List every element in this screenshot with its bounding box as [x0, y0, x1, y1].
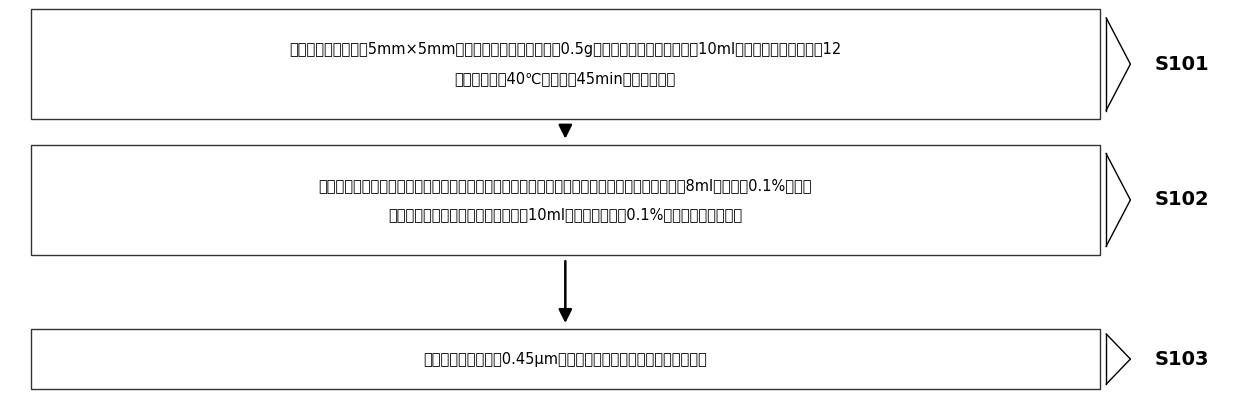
Text: 烷）超声波震荡溶解，转移溶解液至10ml容量瓶，甲醇（0.1%二氯甲烷）溶液定容: 烷）超声波震荡溶解，转移溶解液至10ml容量瓶，甲醇（0.1%二氯甲烷）溶液定容: [388, 207, 743, 222]
Text: S101: S101: [1154, 55, 1209, 74]
Bar: [31, 9, 1100, 120]
Text: 小时左右），40℃微波消解45min，冷却至室温: 小时左右），40℃微波消解45min，冷却至室温: [455, 71, 676, 86]
Bar: [31, 329, 1100, 389]
Bar: [31, 145, 1100, 255]
Text: 用玻璃漏斗过滤，除去弹性体小颗粒，将滤液抽真空旋蒸，除去二氯甲烷溶剂，挥干后的残渣用8ml甲醇（含0.1%二氯甲: 用玻璃漏斗过滤，除去弹性体小颗粒，将滤液抽真空旋蒸，除去二氯甲烷溶剂，挥干后的残…: [319, 178, 812, 193]
Text: S103: S103: [1154, 350, 1209, 369]
Text: S102: S102: [1154, 190, 1209, 209]
Text: 取定容后的溶液，用0.45μm尼龙滤膜过滤，滤液用液相色谱法检测: 取定容后的溶液，用0.45μm尼龙滤膜过滤，滤液用液相色谱法检测: [423, 352, 707, 367]
Text: 将待检测弹性体碎成5mm×5mm左右的小颗粒，称取碎胶塞0.5g，装入微波消解管中，加入10ml二氯甲烷，溶胀过夜（12: 将待检测弹性体碎成5mm×5mm左右的小颗粒，称取碎胶塞0.5g，装入微波消解管…: [289, 42, 842, 57]
